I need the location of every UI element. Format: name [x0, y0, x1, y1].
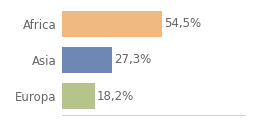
Bar [62, 47, 112, 73]
Text: 54,5%: 54,5% [164, 17, 201, 30]
Bar [62, 11, 162, 37]
Bar [62, 83, 95, 109]
Text: 27,3%: 27,3% [114, 54, 151, 66]
Text: 18,2%: 18,2% [97, 90, 134, 103]
